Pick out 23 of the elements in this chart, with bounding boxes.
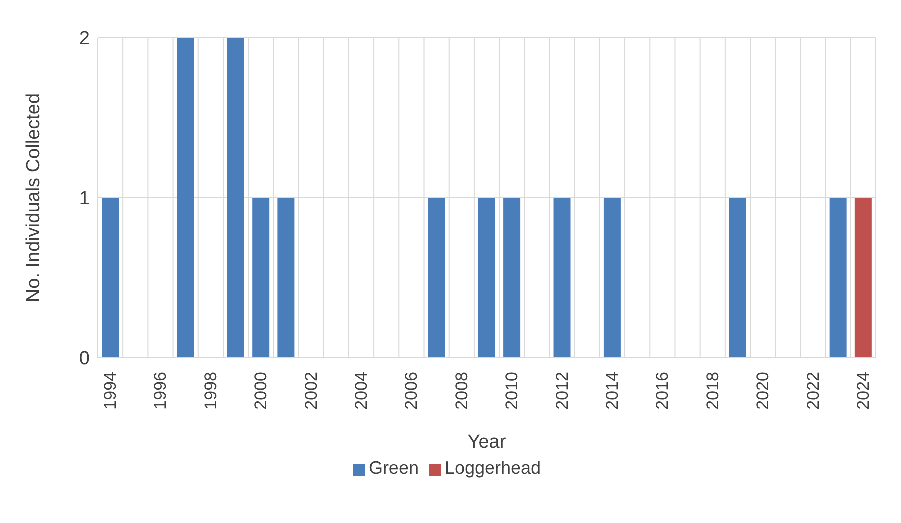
x-tick-label: 1998 bbox=[201, 372, 220, 410]
x-tick-label: 1994 bbox=[101, 372, 120, 410]
x-tick-label: 2022 bbox=[804, 372, 823, 410]
legend-label: Loggerhead bbox=[444, 458, 542, 478]
x-tick-label: 2012 bbox=[552, 372, 572, 410]
x-tick-label: 2008 bbox=[452, 372, 472, 410]
x-tick-label: 2016 bbox=[653, 372, 672, 410]
x-tick-label: 2024 bbox=[854, 372, 873, 410]
y-tick-label: 1 bbox=[79, 188, 90, 210]
x-tick-label: 2018 bbox=[703, 372, 722, 410]
x-tick-label: 2006 bbox=[402, 372, 422, 410]
x-tick-label: 2010 bbox=[502, 372, 522, 410]
x-axis-title: Year bbox=[468, 432, 507, 453]
x-tick-label: 2000 bbox=[252, 372, 271, 410]
x-tick-label: 2004 bbox=[352, 372, 372, 410]
x-tick-label: 1996 bbox=[151, 372, 170, 410]
y-tick-label: 2 bbox=[79, 28, 90, 50]
x-tick-label: 2020 bbox=[754, 372, 773, 410]
x-tick-label: 2014 bbox=[602, 372, 622, 410]
x-tick-label: 2002 bbox=[302, 372, 321, 410]
y-tick-label: 0 bbox=[79, 348, 90, 370]
legend-label: Green bbox=[368, 458, 419, 478]
y-axis-title: No. Individuals Collected bbox=[24, 93, 45, 303]
